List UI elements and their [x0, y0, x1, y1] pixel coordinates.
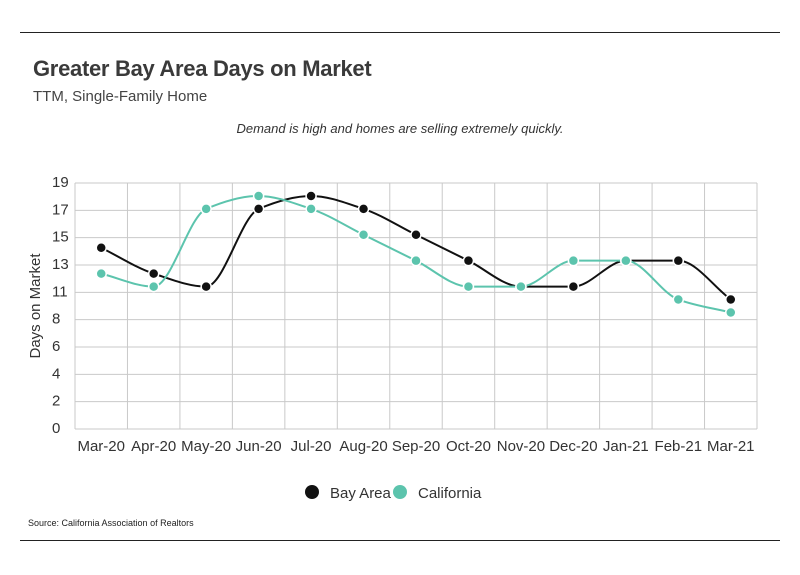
data-point-california — [410, 254, 422, 267]
data-point-california — [725, 306, 737, 319]
data-point-bay-area — [147, 267, 160, 280]
x-tick-label: Nov-20 — [497, 438, 545, 455]
y-tick-label: 4 — [52, 365, 60, 382]
series-line-california — [100, 194, 732, 314]
source-note: Source: California Association of Realto… — [28, 518, 194, 528]
x-tick-label: Mar-20 — [77, 438, 125, 455]
data-point-california — [357, 229, 370, 241]
y-tick-label: 13 — [52, 256, 69, 273]
x-tick-label: May-20 — [181, 438, 231, 455]
x-axis-ticks: Mar-20 Apr-20 May-20 Jun-20 Jul-20 Aug-20 Sep-… — [77, 438, 754, 455]
data-point-bay-area — [725, 293, 737, 306]
y-tick-label: 17 — [52, 201, 69, 218]
chart-title: Greater Bay Area Days on Market — [33, 56, 372, 81]
x-tick-label: Apr-20 — [131, 438, 176, 455]
data-point-california — [147, 280, 160, 293]
y-tick-label: 0 — [52, 420, 60, 437]
y-tick-label: 6 — [52, 338, 60, 355]
y-tick-label: 19 — [52, 174, 69, 191]
data-point-bay-area — [305, 190, 317, 202]
top-rule — [20, 32, 780, 33]
y-axis-ticks: 0 2 4 6 8 11 13 15 17 19 — [52, 174, 69, 437]
data-point-california — [252, 190, 265, 202]
x-tick-label: Jul-20 — [291, 438, 332, 455]
bottom-rule — [20, 540, 780, 541]
data-point-bay-area — [200, 280, 212, 293]
data-point-bay-area — [252, 203, 265, 215]
x-tick-label: Oct-20 — [446, 438, 491, 455]
y-axis-label: Days on Market — [27, 253, 44, 359]
legend-marker-california — [393, 485, 407, 499]
data-point-california — [462, 280, 475, 293]
x-tick-label: Feb-21 — [655, 438, 703, 455]
series-line-bay-area — [100, 194, 732, 301]
data-point-bay-area — [410, 229, 422, 241]
legend-label-california: California — [418, 485, 482, 502]
chart-subtitle: TTM, Single-Family Home — [33, 88, 208, 105]
data-point-california — [620, 254, 632, 267]
x-tick-label: Jun-20 — [236, 438, 282, 455]
series-lines — [100, 194, 732, 314]
data-point-bay-area — [462, 254, 475, 267]
legend-label-bay-area: Bay Area — [330, 485, 392, 502]
x-tick-label: Jan-21 — [603, 438, 649, 455]
data-point-california — [200, 203, 212, 215]
data-point-california — [515, 280, 527, 293]
y-tick-label: 11 — [52, 283, 68, 300]
x-tick-label: Aug-20 — [339, 438, 387, 455]
data-point-california — [95, 267, 107, 280]
chart-grid — [74, 182, 758, 430]
y-tick-label: 2 — [52, 393, 60, 410]
data-point-california — [305, 203, 317, 215]
x-tick-label: Dec-20 — [549, 438, 597, 455]
data-point-california — [672, 293, 685, 306]
data-point-bay-area — [672, 254, 685, 267]
data-point-california — [567, 254, 580, 267]
data-point-bay-area — [95, 241, 107, 254]
y-tick-label: 15 — [52, 229, 69, 246]
series-points — [95, 190, 737, 319]
data-point-bay-area — [357, 203, 370, 215]
y-tick-label: 8 — [52, 311, 60, 328]
x-tick-label: Mar-21 — [707, 438, 755, 455]
x-tick-label: Sep-20 — [392, 438, 440, 455]
chart-annotation: Demand is high and homes are selling ext… — [236, 121, 564, 136]
legend: Bay Area California — [305, 485, 482, 502]
legend-marker-bay-area — [305, 485, 319, 499]
data-point-bay-area — [567, 280, 580, 293]
